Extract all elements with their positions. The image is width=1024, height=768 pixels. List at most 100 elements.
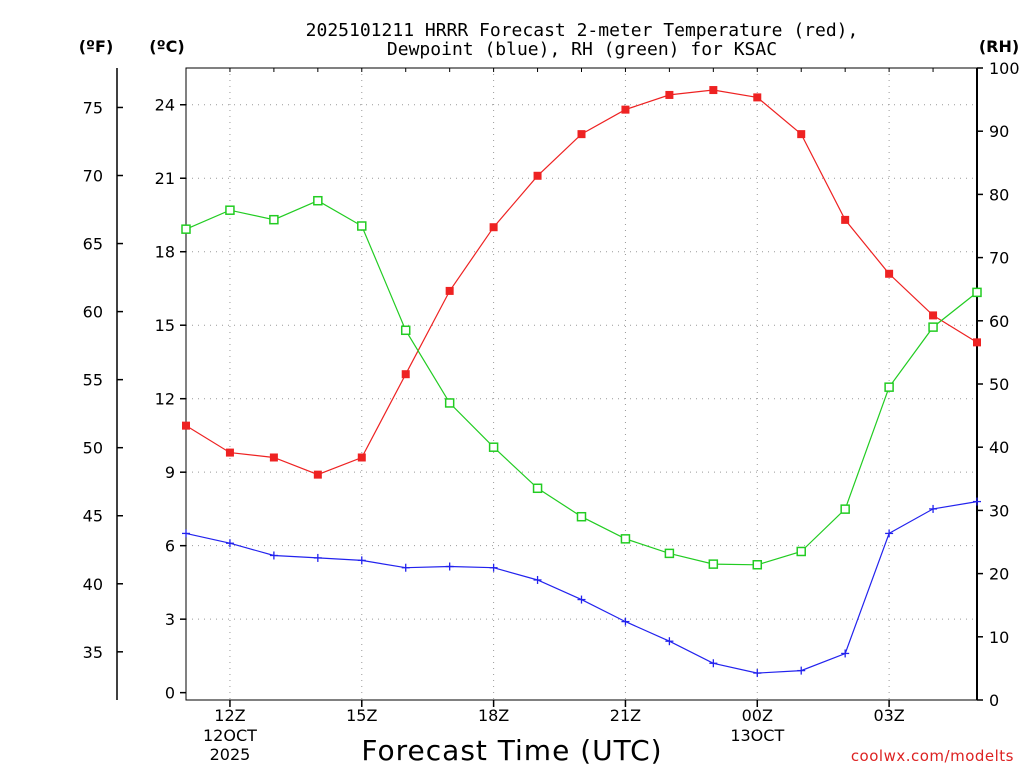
2-meter-temperature-point: [665, 90, 674, 99]
fahrenheit-tick-label: 40: [83, 575, 103, 594]
2-meter-temperature-point: [797, 130, 806, 139]
dewpoint-point: [225, 539, 234, 548]
rh-point: [444, 398, 455, 408]
2-meter-temperature-point: [577, 130, 586, 139]
rh-tick-label: 70: [989, 249, 1009, 268]
fahrenheit-axis: 35 40 45 50 55 60 65 70 75: [83, 98, 123, 662]
fahrenheit-tick-label: 55: [83, 371, 103, 390]
rh-axis: 0 10 20 30 40 50 60 70 80 90 100: [977, 59, 1020, 710]
fahrenheit-tick-label: 70: [83, 167, 103, 186]
rh-point: [928, 322, 938, 332]
dewpoint-point: [885, 529, 894, 538]
rh-point: [357, 221, 367, 231]
dewpoint-point: [621, 617, 630, 626]
rh-tick-label: 60: [989, 312, 1009, 331]
series-group: [181, 86, 982, 678]
fahrenheit-tick-label: 65: [83, 235, 103, 254]
rh-tick-label: 10: [989, 628, 1009, 647]
2-meter-temperature-point: [182, 421, 190, 430]
celsius-tick-label: 3: [165, 610, 175, 629]
fahrenheit-tick-label: 45: [83, 507, 103, 526]
2-meter-temperature-point: [445, 286, 454, 295]
rh-point: [269, 214, 279, 225]
fahrenheit-tick-label: 60: [83, 303, 103, 322]
rh-tick-label: 100: [989, 59, 1020, 78]
rh-point: [752, 560, 763, 570]
chart-title-line-1: 2025101211 HRRR Forecast 2-meter Tempera…: [306, 20, 859, 41]
rh-tick-label: 40: [989, 438, 1009, 457]
dewpoint-point: [973, 497, 981, 506]
2-meter-temperature-point: [973, 338, 981, 347]
rh-unit-label: (RH): [979, 37, 1019, 56]
year-label: 2025: [210, 745, 251, 764]
rh-point: [664, 548, 675, 559]
2-meter-temperature-point: [225, 448, 234, 457]
fahrenheit-tick-label: 35: [83, 643, 103, 662]
celsius-tick-label: 18: [155, 243, 175, 262]
date-label: 13OCT: [730, 726, 784, 745]
celsius-axis: 0 3 6 9 12 15 18 21 24: [155, 96, 186, 703]
fahrenheit-tick-label: 75: [83, 98, 103, 117]
rh-point: [532, 483, 543, 494]
2-meter-temperature-point: [753, 93, 762, 102]
2-meter-temperature-point: [533, 171, 542, 180]
rh-point: [400, 325, 411, 336]
2-meter-temperature-point: [709, 86, 718, 95]
rh-tick-label: 50: [989, 375, 1009, 394]
rh-point: [840, 504, 850, 514]
time-tick-label: 00Z: [742, 706, 773, 725]
celsius-unit-label: (ºC): [149, 37, 184, 56]
2-meter-temperature-point: [313, 470, 322, 479]
celsius-tick-label: 6: [165, 537, 175, 556]
x-axis-title: Forecast Time (UTC): [361, 734, 662, 767]
rh-point: [181, 224, 191, 234]
dewpoint-point: [401, 563, 410, 572]
rh-tick-label: 0: [989, 691, 999, 710]
rh-tick-label: 90: [989, 122, 1009, 141]
dewpoint-point: [753, 669, 762, 678]
rh-point: [576, 511, 587, 522]
rh-point: [884, 382, 894, 392]
rh-point: [225, 205, 235, 215]
time-tick-label: 15Z: [346, 706, 377, 725]
dewpoint-point: [269, 551, 278, 560]
rh-point: [708, 559, 719, 569]
rh-point: [796, 546, 806, 557]
celsius-tick-label: 9: [165, 463, 175, 482]
time-tick-label: 18Z: [478, 706, 509, 725]
rh-tick-label: 30: [989, 501, 1009, 520]
dewpoint-point: [929, 504, 938, 513]
time-tick-label: 12Z: [214, 706, 245, 725]
2-meter-temperature-point: [269, 453, 278, 462]
celsius-tick-label: 12: [155, 390, 175, 409]
2-meter-temperature-point: [841, 215, 850, 224]
rh-point: [972, 287, 982, 298]
dewpoint-point: [709, 659, 718, 668]
rh-tick-label: 20: [989, 565, 1009, 584]
celsius-tick-label: 0: [165, 684, 175, 703]
dewpoint-point: [489, 563, 498, 572]
2-meter-temperature-point: [357, 453, 366, 462]
dewpoint-point: [445, 562, 454, 571]
dewpoint-point: [841, 649, 850, 658]
dewpoint-point: [357, 556, 366, 565]
chart-title-line-2: Dewpoint (blue), RH (green) for KSAC: [387, 39, 777, 60]
dewpoint-point: [182, 529, 190, 538]
fahrenheit-tick-label: 50: [83, 439, 103, 458]
dewpoint-point: [797, 666, 806, 675]
celsius-tick-label: 24: [155, 96, 175, 115]
dewpoint-point: [577, 595, 586, 604]
rh-point: [488, 442, 499, 452]
time-tick-label: 21Z: [610, 706, 641, 725]
rh-point: [620, 534, 631, 544]
watermark: coolwx.com/modelts: [851, 747, 1014, 765]
fahrenheit-unit-label: (ºF): [79, 37, 114, 56]
time-tick-label: 03Z: [873, 706, 904, 725]
2-meter-temperature-point: [401, 370, 410, 379]
2-meter-temperature-point: [929, 311, 938, 320]
celsius-tick-label: 15: [155, 316, 175, 335]
dewpoint-point: [533, 575, 542, 584]
